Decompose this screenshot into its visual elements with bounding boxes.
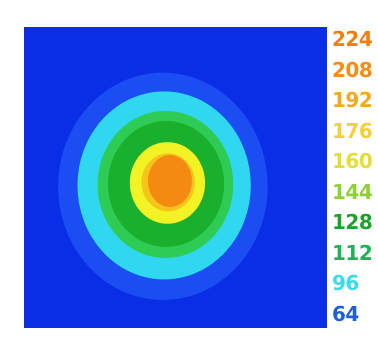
colorbar-label-144: 144 [332,179,373,204]
heatmap-image [24,27,327,328]
colorbar-label-128: 128 [332,210,373,234]
colorbar-label-176: 176 [332,118,373,143]
colorbar-label-192: 192 [332,88,373,112]
colorbar-label-112: 112 [332,240,373,265]
colorbar-label-96: 96 [332,271,359,295]
colorbar-label-64: 64 [332,301,359,326]
colorbar-legend: 224 208 192 176 160 144 128 112 96 64 [332,29,378,334]
heatmap-contour-224 [148,155,192,207]
heatmap-plot [24,27,327,328]
colorbar-label-160: 160 [332,149,373,173]
colorbar-label-208: 208 [332,57,373,82]
colorbar-label-224: 224 [332,27,373,51]
